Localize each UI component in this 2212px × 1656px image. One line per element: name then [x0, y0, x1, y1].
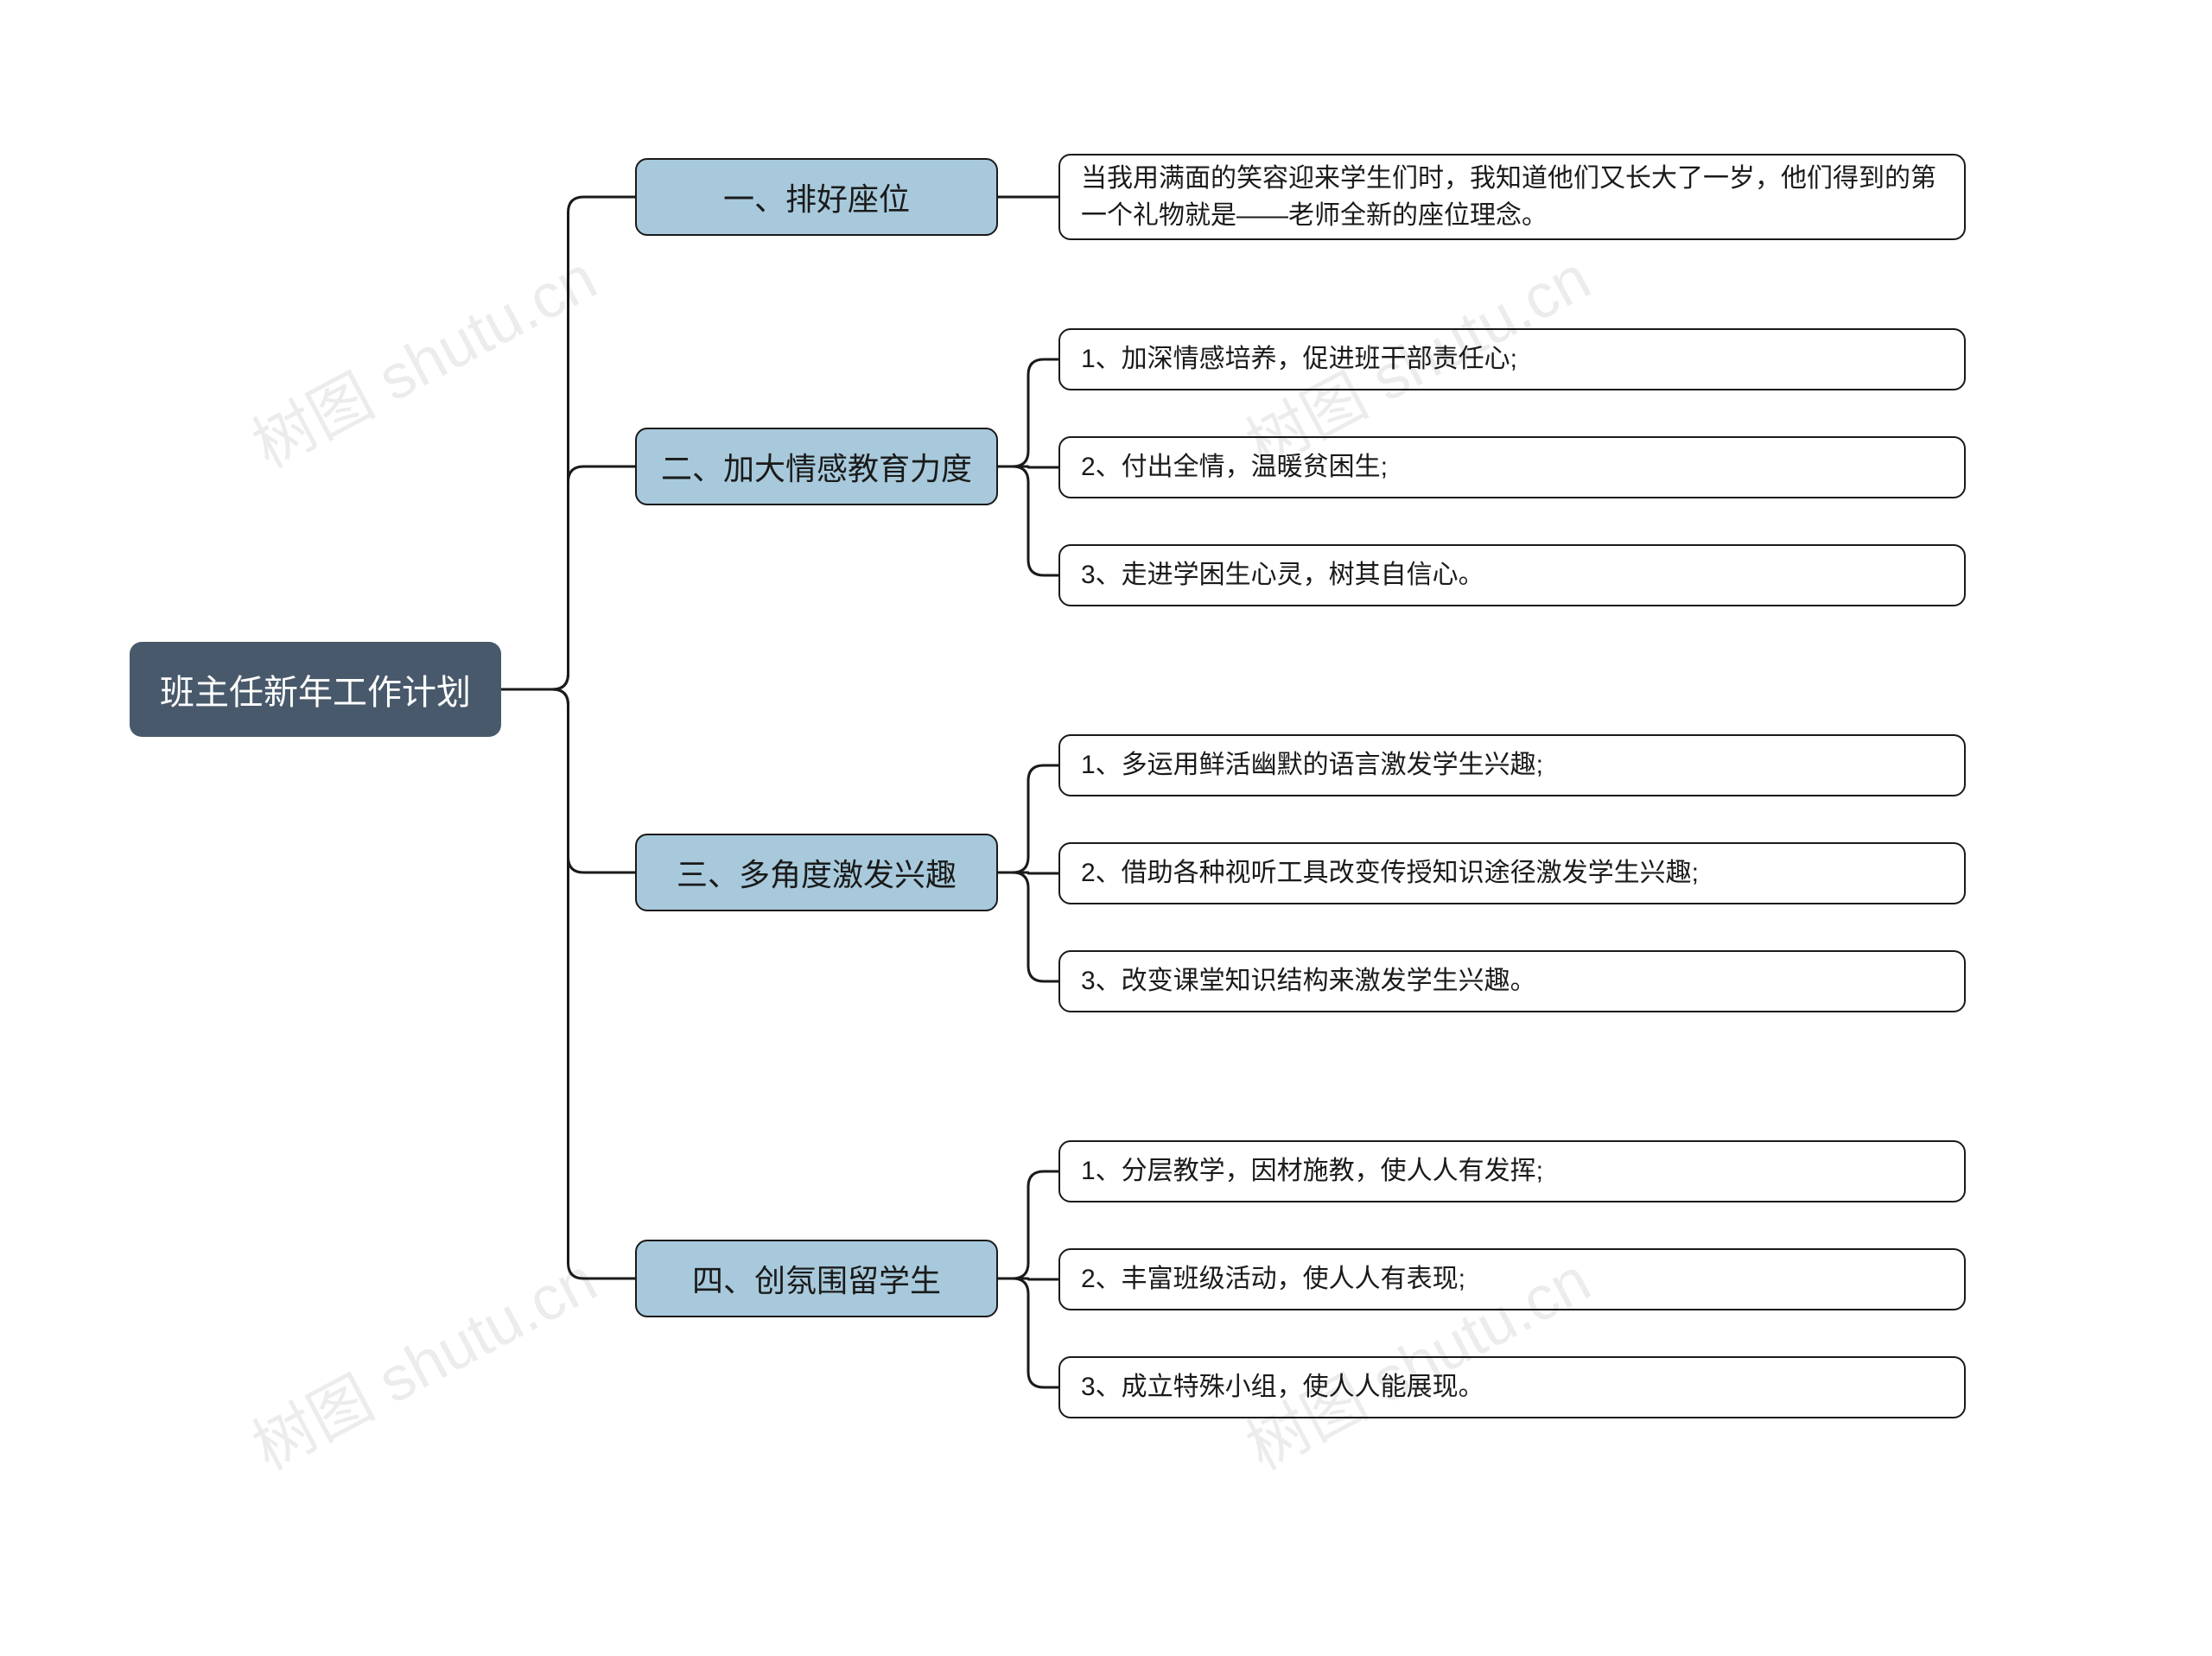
root-label: 班主任新年工作计划	[160, 664, 471, 714]
branch-label: 一、排好座位	[723, 174, 910, 219]
leaf-node-b4l3: 3、成立特殊小组，使人人能展现。	[1058, 1356, 1966, 1418]
leaf-label: 3、成立特殊小组，使人人能展现。	[1081, 1368, 1484, 1406]
leaf-node-b3l1: 1、多运用鲜活幽默的语言激发学生兴趣;	[1058, 734, 1966, 796]
leaf-node-b2l1: 1、加深情感培养，促进班干部责任心;	[1058, 328, 1966, 390]
branch-node-b2: 二、加大情感教育力度	[635, 428, 998, 505]
watermark: 树图 shutu.cn	[234, 228, 609, 485]
leaf-label: 1、分层教学，因材施教，使人人有发挥;	[1081, 1152, 1543, 1190]
leaf-node-b3l3: 3、改变课堂知识结构来激发学生兴趣。	[1058, 950, 1966, 1012]
leaf-label: 当我用满面的笑容迎来学生们时，我知道他们又长大了一岁，他们得到的第一个礼物就是—…	[1081, 160, 1943, 235]
leaf-node-b2l3: 3、走进学困生心灵，树其自信心。	[1058, 544, 1966, 606]
leaf-node-b2l2: 2、付出全情，温暖贫困生;	[1058, 436, 1966, 498]
leaf-label: 2、付出全情，温暖贫困生;	[1081, 448, 1388, 486]
leaf-label: 3、走进学困生心灵，树其自信心。	[1081, 556, 1484, 594]
leaf-label: 1、多运用鲜活幽默的语言激发学生兴趣;	[1081, 746, 1543, 784]
leaf-label: 3、改变课堂知识结构来激发学生兴趣。	[1081, 962, 1536, 1000]
branch-node-b3: 三、多角度激发兴趣	[635, 834, 998, 911]
branch-node-b4: 四、创氛围留学生	[635, 1240, 998, 1317]
leaf-label: 2、借助各种视听工具改变传授知识途径激发学生兴趣;	[1081, 854, 1699, 892]
leaf-node-b4l2: 2、丰富班级活动，使人人有表现;	[1058, 1248, 1966, 1310]
root-node: 班主任新年工作计划	[130, 642, 501, 737]
watermark: 树图 shutu.cn	[234, 1230, 609, 1487]
branch-label: 二、加大情感教育力度	[661, 444, 972, 489]
leaf-label: 2、丰富班级活动，使人人有表现;	[1081, 1260, 1465, 1298]
leaf-node-b4l1: 1、分层教学，因材施教，使人人有发挥;	[1058, 1140, 1966, 1202]
branch-node-b1: 一、排好座位	[635, 158, 998, 236]
branch-label: 三、多角度激发兴趣	[677, 850, 957, 895]
leaf-node-b1l1: 当我用满面的笑容迎来学生们时，我知道他们又长大了一岁，他们得到的第一个礼物就是—…	[1058, 154, 1966, 240]
branch-label: 四、创氛围留学生	[692, 1256, 941, 1301]
leaf-node-b3l2: 2、借助各种视听工具改变传授知识途径激发学生兴趣;	[1058, 842, 1966, 904]
leaf-label: 1、加深情感培养，促进班干部责任心;	[1081, 340, 1517, 378]
